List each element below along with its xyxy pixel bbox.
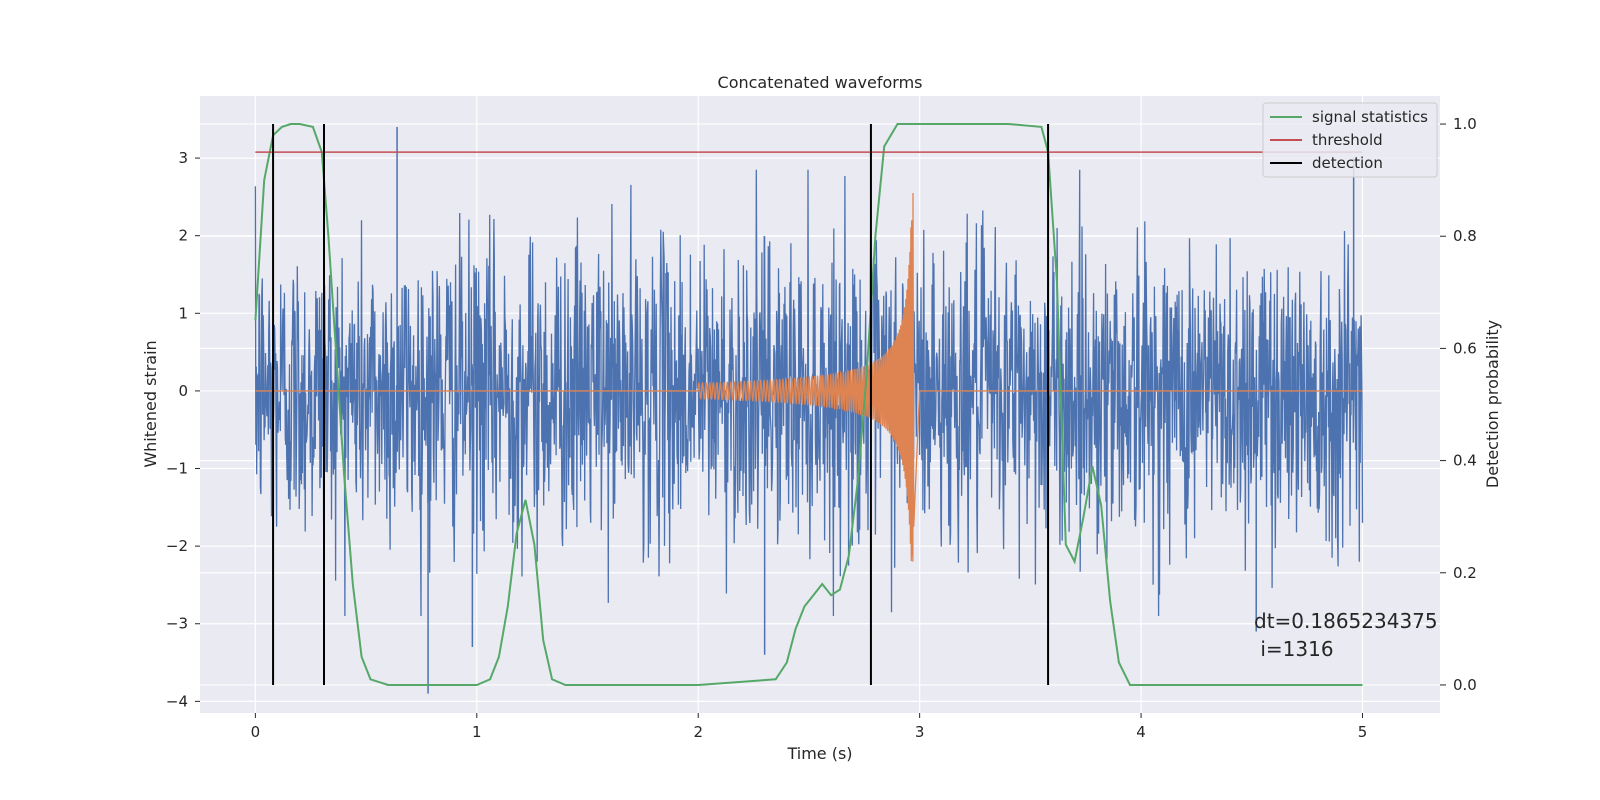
y2-tick-label: 0.6 bbox=[1453, 339, 1477, 357]
y2-tick-label: 0.0 bbox=[1453, 676, 1477, 694]
y-tick-label: 3 bbox=[178, 149, 188, 167]
annotation-i: i=1316 bbox=[1254, 637, 1334, 661]
y2-tick-label: 0.4 bbox=[1453, 452, 1477, 470]
y-tick-label: −3 bbox=[166, 615, 188, 633]
x-tick-label: 4 bbox=[1136, 723, 1146, 741]
legend-label-signal-statistics: signal statistics bbox=[1312, 108, 1428, 126]
y2-axis-label: Detection probability bbox=[1483, 320, 1502, 488]
annotation-dt: dt=0.1865234375 bbox=[1254, 609, 1438, 633]
y-tick-label: −4 bbox=[166, 692, 188, 710]
y-tick-label: 1 bbox=[178, 304, 188, 322]
x-tick-label: 2 bbox=[693, 723, 703, 741]
x-tick-label: 0 bbox=[251, 723, 261, 741]
chart-title: Concatenated waveforms bbox=[718, 73, 923, 92]
axes-layer: 0 1 2 3 4 5 −4 −3 −2 −1 0 1 2 3 0.0 0.2 0.4 0.6 0.8 1.0 bbox=[166, 115, 1477, 741]
data-layer bbox=[254, 123, 1364, 694]
series-strain-noise bbox=[254, 169, 1364, 617]
y2-tick-label: 1.0 bbox=[1453, 115, 1477, 133]
x-axis-label: Time (s) bbox=[786, 744, 852, 763]
series-chirp bbox=[255, 192, 1363, 562]
x-tick-label: 3 bbox=[915, 723, 925, 741]
y-tick-label: −2 bbox=[166, 537, 188, 555]
legend: signal statistics threshold detection bbox=[1262, 102, 1438, 178]
y-axis-label: Whitened strain bbox=[141, 340, 160, 467]
legend-label-threshold: threshold bbox=[1312, 131, 1383, 149]
y2-tick-label: 0.2 bbox=[1453, 564, 1477, 582]
legend-label-detection: detection bbox=[1312, 154, 1383, 172]
y-tick-label: −1 bbox=[166, 460, 188, 478]
series-signal-statistics bbox=[254, 123, 1363, 686]
y-tick-label: 2 bbox=[178, 227, 188, 245]
y2-tick-label: 0.8 bbox=[1453, 227, 1477, 245]
x-tick-label: 1 bbox=[472, 723, 482, 741]
x-tick-label: 5 bbox=[1358, 723, 1368, 741]
y-tick-label: 0 bbox=[178, 382, 188, 400]
legend-box bbox=[1262, 102, 1438, 178]
